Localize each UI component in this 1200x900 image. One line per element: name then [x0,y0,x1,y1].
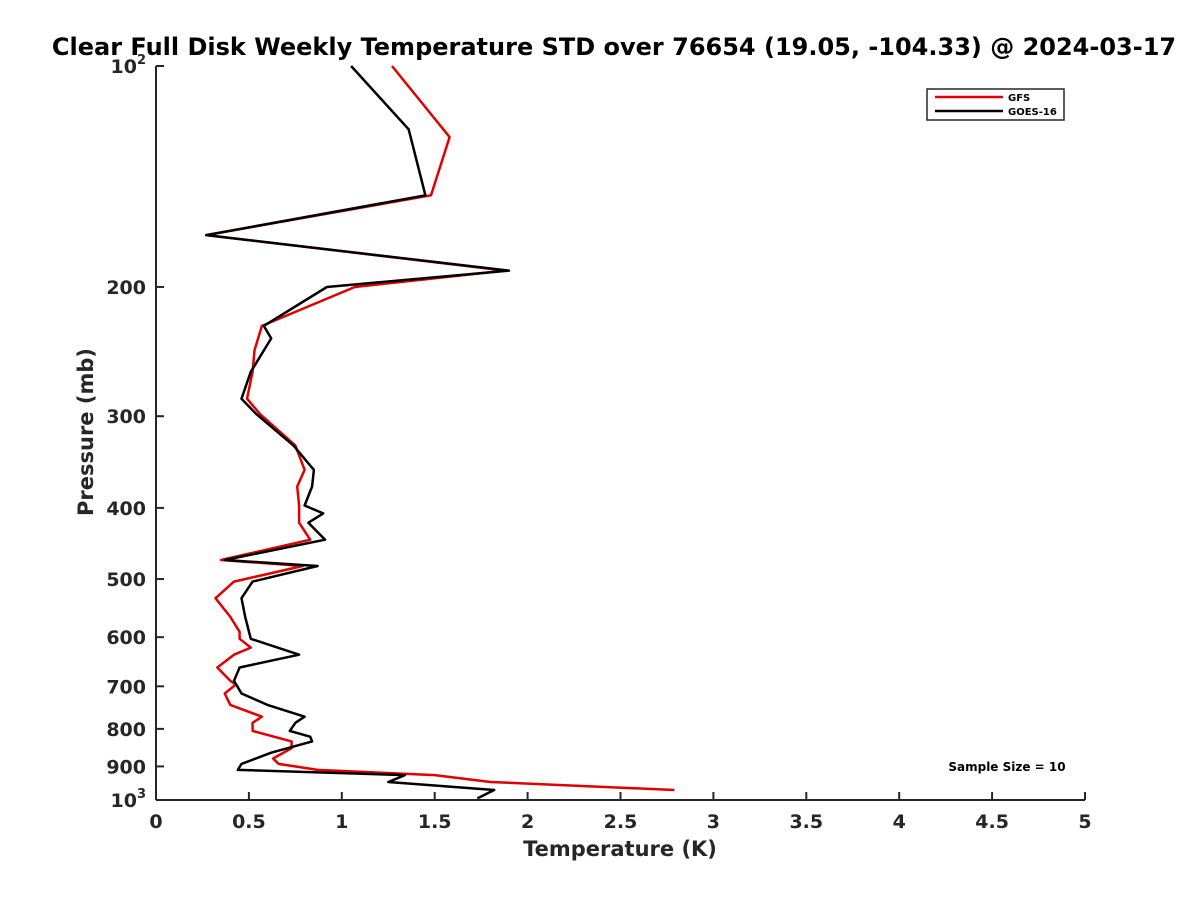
x-tick-label: 1.5 [418,811,452,833]
y-tick-label: 600 [106,627,146,649]
x-tick-label: 2.5 [604,811,638,833]
series-line-goes16 [204,65,511,800]
y-tick-label: 900 [106,756,146,778]
chart-title: Clear Full Disk Weekly Temperature STD o… [52,33,1176,61]
y-tick-label: 200 [106,277,146,299]
legend: GFS GOES-16 [926,88,1065,121]
x-tick-label: 4.5 [975,811,1009,833]
y-tick-label: 102 [111,53,147,78]
y-tick-label: 800 [106,719,146,741]
x-axis-label: Temperature (K) [523,837,717,861]
x-tick-label: 3.5 [789,811,823,833]
y-tick-label: 103 [111,787,147,812]
series-line-gfs [204,65,675,792]
y-axis-label: Pressure (mb) [74,348,98,516]
sample-size-annotation: Sample Size = 10 [948,760,1065,774]
y-tick-label: 700 [106,676,146,698]
x-tick-label: 0.5 [232,811,266,833]
x-tick-label: 0 [149,811,162,833]
legend-label-gfs: GFS [1008,93,1030,104]
x-tick-label: 4 [893,811,906,833]
x-tick-label: 3 [707,811,720,833]
legend-box [926,88,1065,121]
x-tick-label: 5 [1078,811,1091,833]
x-tick-label: 2 [521,811,534,833]
legend-label-goes16: GOES-16 [1008,107,1057,118]
y-tick-label: 500 [106,569,146,591]
y-tick-label: 400 [106,498,146,520]
x-tick-label: 1 [335,811,348,833]
y-tick-label: 300 [106,406,146,428]
